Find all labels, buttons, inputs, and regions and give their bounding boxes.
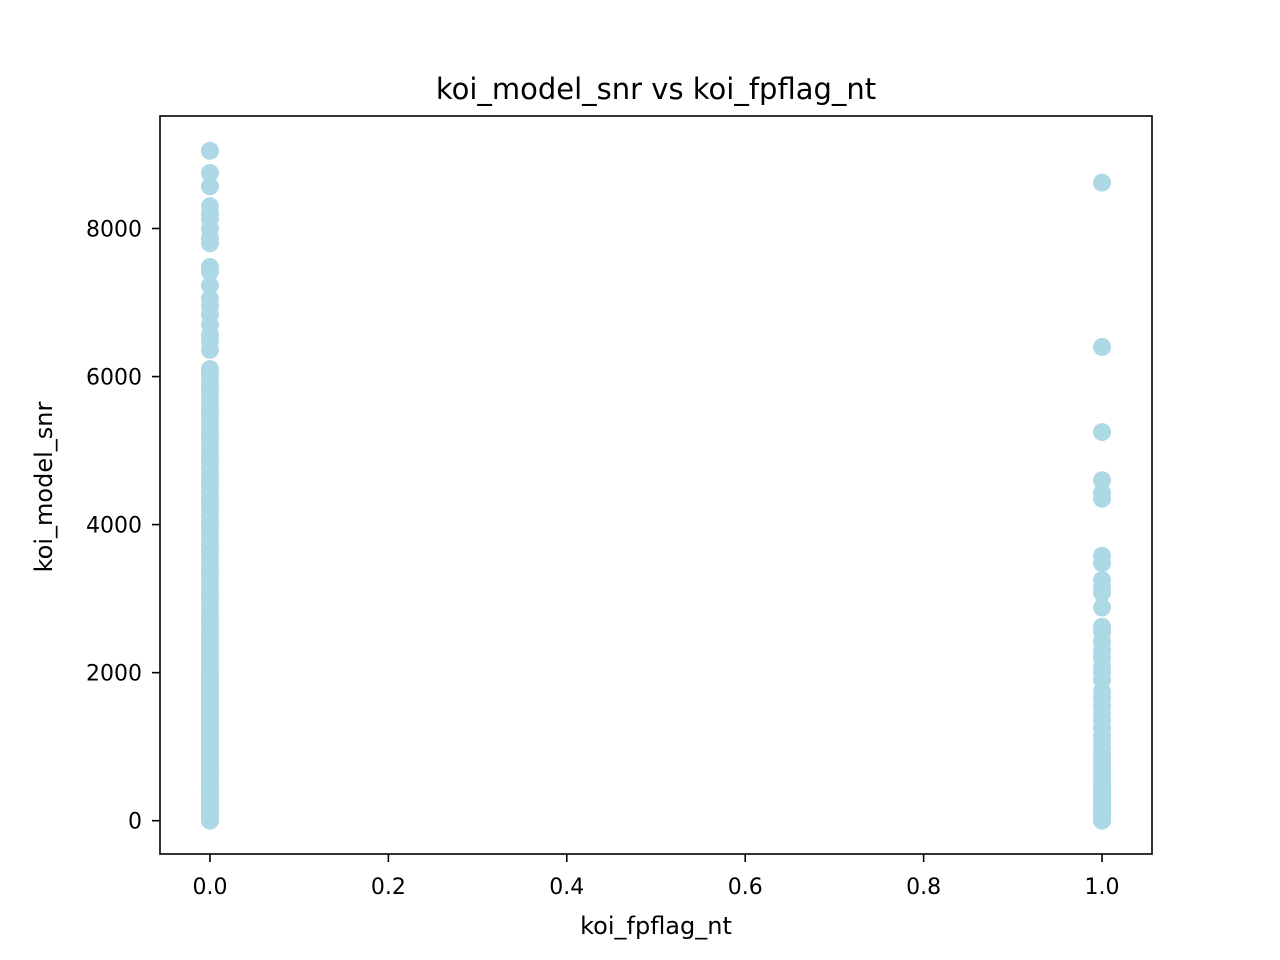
y-tick-label: 4000: [86, 514, 142, 539]
x-tick-label: 0.4: [549, 875, 584, 900]
plot-frame: [159, 115, 1153, 855]
data-point: [200, 276, 219, 295]
x-tick-label: 0.0: [192, 875, 227, 900]
x-axis-label: koi_fpflag_nt: [580, 912, 732, 940]
data-point: [1093, 617, 1112, 636]
data-point: [200, 177, 219, 196]
data-points: [200, 141, 1112, 830]
y-tick-label: 6000: [86, 366, 142, 391]
y-axis-ticks: 0 2000 4000 6000 8000: [86, 218, 160, 835]
data-point: [1093, 598, 1112, 617]
x-tick-label: 0.8: [906, 875, 941, 900]
x-tick-label: 0.2: [371, 875, 406, 900]
data-point: [1093, 337, 1112, 356]
data-point: [200, 258, 219, 277]
x-axis-ticks: 0.0 0.2 0.4 0.6 0.8 1.0: [192, 854, 1120, 900]
data-point: [1093, 173, 1112, 192]
y-tick-label: 0: [128, 810, 142, 835]
data-point: [200, 141, 219, 160]
data-point: [200, 197, 219, 216]
data-point: [1093, 423, 1112, 442]
y-tick-label: 2000: [86, 662, 142, 687]
x-tick-label: 1.0: [1085, 875, 1120, 900]
data-point: [1093, 471, 1112, 490]
data-point: [1093, 546, 1112, 565]
data-point: [1093, 571, 1112, 590]
y-axis-label: koi_model_snr: [30, 402, 58, 573]
data-point: [200, 164, 219, 182]
data-point: [200, 289, 219, 308]
data-point: [200, 360, 219, 379]
data-point: [1093, 483, 1112, 502]
x-tick-label: 0.6: [728, 875, 763, 900]
chart-title: koi_model_snr vs koi_fpflag_nt: [436, 72, 876, 106]
y-tick-label: 8000: [86, 218, 142, 243]
